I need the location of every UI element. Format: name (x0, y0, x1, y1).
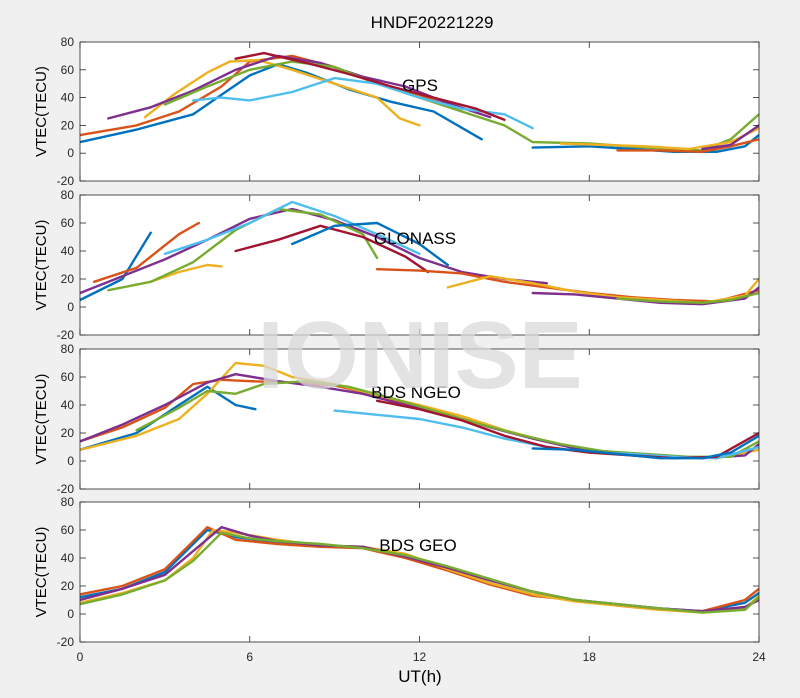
y-tick-label: 0 (67, 146, 74, 160)
panel-1: -20 0 20 40 60 80 VTEC(TECU) GLONASS (33, 188, 760, 342)
series-line (234, 224, 430, 274)
x-tick-label: 0 (77, 650, 84, 664)
y-tick-label: 20 (61, 118, 75, 132)
series-group (80, 51, 759, 153)
y-tick-label: -20 (57, 174, 75, 188)
series-line (531, 286, 759, 306)
y-tick-label: 40 (61, 551, 75, 565)
series-line (446, 275, 759, 304)
y-tick-label: 0 (67, 607, 74, 621)
series-line (531, 434, 759, 460)
series-line (291, 221, 449, 267)
series-line (701, 124, 759, 151)
y-axis-label: VTEC(TECU) (33, 374, 50, 465)
plot-area (80, 42, 759, 181)
y-tick-label: 60 (61, 216, 75, 230)
series-line (616, 138, 759, 153)
figure-title: HNDF20221229 (371, 13, 494, 32)
series-line (80, 531, 759, 614)
panel-title: BDS NGEO (371, 383, 461, 402)
panel-title: GLONASS (374, 229, 456, 248)
series-line (559, 126, 759, 151)
series-group (80, 526, 759, 614)
series-line (163, 200, 421, 255)
y-tick-label: 80 (61, 188, 75, 202)
y-axis-label: VTEC(TECU) (33, 66, 50, 157)
y-axis-label: VTEC(TECU) (33, 220, 50, 311)
y-tick-label: 60 (61, 63, 75, 77)
y-tick-label: 40 (61, 244, 75, 258)
panel-2: -20 0 20 40 60 80 VTEC(TECU) BDS NGEO (33, 342, 760, 496)
series-line (80, 528, 759, 614)
y-tick-label: 0 (67, 454, 74, 468)
y-tick-label: 20 (61, 426, 75, 440)
panel-title: BDS GEO (379, 536, 456, 555)
x-tick-label: 18 (583, 650, 597, 664)
series-line (234, 51, 506, 121)
series-group (80, 200, 759, 306)
x-tick-label: 6 (246, 650, 253, 664)
y-axis-label: VTEC(TECU) (33, 527, 50, 618)
y-tick-label: 60 (61, 523, 75, 537)
panel-title: GPS (402, 76, 438, 95)
y-tick-label: 40 (61, 91, 75, 105)
y-tick-label: -20 (57, 328, 75, 342)
watermark: IONISE (257, 302, 582, 409)
x-axis-label: UT(h) (398, 667, 441, 686)
x-tick-label: 24 (752, 650, 766, 664)
panel-0: -20 0 20 40 60 80 VTEC(TECU) GPS (33, 35, 760, 188)
y-tick-label: 0 (67, 300, 74, 314)
x-tick-label: 12 (413, 650, 427, 664)
y-tick-label: 80 (61, 342, 75, 356)
y-tick-label: 40 (61, 398, 75, 412)
y-tick-label: 80 (61, 35, 75, 49)
series-group (80, 361, 759, 460)
y-tick-label: -20 (57, 482, 75, 496)
series-line (80, 385, 257, 451)
y-tick-label: 20 (61, 579, 75, 593)
series-line (80, 231, 152, 302)
plot-area (80, 502, 759, 642)
y-tick-label: 20 (61, 272, 75, 286)
series-line (149, 263, 223, 283)
y-tick-label: -20 (57, 635, 75, 649)
series-line (616, 291, 759, 304)
series-line (92, 221, 200, 283)
y-tick-label: 60 (61, 370, 75, 384)
y-tick-label: 80 (61, 495, 75, 509)
